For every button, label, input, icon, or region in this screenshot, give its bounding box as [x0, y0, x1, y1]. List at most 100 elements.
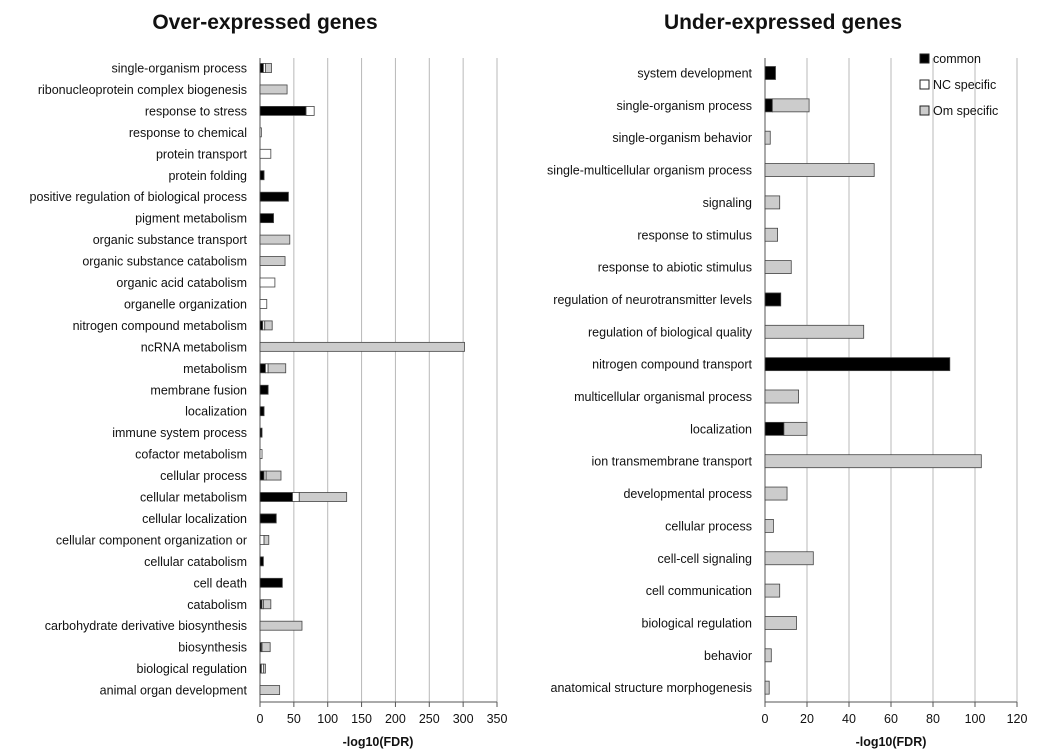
- under-category-label: anatomical structure morphogenesis: [551, 681, 753, 695]
- over-category-label: biological regulation: [137, 662, 248, 676]
- over-bar-om_specific-metabolism: [267, 363, 287, 374]
- under-bar-om_specific-biological-regulation: [764, 616, 797, 630]
- over-x-tick-label: 150: [351, 712, 372, 726]
- over-bar-nc_specific-response-to-chemical: [259, 127, 262, 138]
- over-bar-common-single-organism-process: [259, 63, 264, 73]
- under-category-label: response to abiotic stimulus: [598, 261, 752, 275]
- under-category-label: regulation of neurotransmitter levels: [553, 293, 752, 307]
- over-x-tick-label: 300: [453, 712, 474, 726]
- over-bar-common-protein-folding: [259, 170, 265, 181]
- under-category-label: single-organism process: [617, 99, 752, 113]
- over-bar-om_specific-organic-substance-transport: [259, 234, 291, 245]
- legend-swatch-nc_specific: [919, 79, 930, 90]
- over-bar-om_specific-biosynthesis: [261, 642, 271, 653]
- over-category-label: response to chemical: [129, 126, 247, 140]
- over-x-tick-label: 100: [317, 712, 338, 726]
- over-category-label: protein folding: [168, 169, 247, 183]
- under-category-label: nitrogen compound transport: [592, 358, 752, 372]
- over-bar-common-cellular-process: [259, 470, 265, 481]
- over-category-label: organic substance transport: [93, 233, 248, 247]
- under-bar-common-system-development: [764, 66, 776, 80]
- under-title: Under-expressed genes: [664, 11, 902, 34]
- under-bar-om_specific-cell-communication: [764, 583, 781, 598]
- legend-swatch-common: [919, 53, 930, 64]
- under-bar-common-single-organism-process: [764, 98, 773, 113]
- over-bar-common-cellular-metabolism: [259, 492, 293, 502]
- under-bar-om_specific-anatomical-structure-morphogenesis: [764, 680, 770, 695]
- over-category-label: nitrogen compound metabolism: [73, 319, 247, 333]
- under-category-label: system development: [637, 67, 752, 81]
- under-category-label: single-multicellular organism process: [547, 164, 752, 178]
- over-bar-common-membrane-fusion: [259, 384, 269, 395]
- under-category-label: signaling: [703, 196, 752, 210]
- over-bar-om_specific-ncrna-metabolism: [259, 341, 465, 352]
- under-bar-om_specific-ion-transmembrane-transport: [764, 454, 982, 469]
- under-category-label: cell-cell signaling: [658, 552, 753, 566]
- legend-label-nc_specific: NC specific: [933, 78, 996, 92]
- over-category-label: localization: [185, 405, 247, 419]
- over-bar-nc_specific-cellular-metabolism: [292, 492, 300, 502]
- over-category-label: cellular localization: [142, 512, 247, 526]
- under-bar-om_specific-response-to-abiotic-stimulus: [764, 260, 792, 275]
- under-bar-om_specific-signaling: [764, 195, 781, 210]
- under-bar-om_specific-single-multicellular-organism-process: [764, 163, 875, 177]
- over-bar-nc_specific-cofactor-metabolism: [259, 449, 263, 460]
- over-category-label: metabolism: [183, 362, 247, 376]
- over-bar-common-pigment-metabolism: [259, 213, 274, 224]
- under-bar-om_specific-localization: [783, 421, 808, 436]
- under-category-label: ion transmembrane transport: [592, 455, 753, 469]
- over-bar-om_specific-cellular-process: [265, 470, 282, 481]
- under-bar-common-localization: [764, 421, 785, 436]
- over-bar-nc_specific-response-to-stress: [305, 106, 315, 116]
- over-bar-common-response-to-stress: [259, 106, 307, 116]
- over-bar-common-metabolism: [259, 363, 266, 374]
- legend: common NC specific Om specific: [919, 52, 998, 118]
- over-category-label: animal organ development: [100, 684, 248, 698]
- under-bar-om_specific-developmental-process: [764, 486, 788, 501]
- over-x-tick-label: 250: [419, 712, 440, 726]
- under-x-tick-label: 60: [884, 712, 898, 726]
- over-bar-nc_specific-protein-transport: [259, 148, 272, 159]
- under-x-tick-label: 40: [842, 712, 856, 726]
- over-bar-om_specific-single-organism-process: [265, 63, 272, 73]
- under-bar-om_specific-response-to-stimulus: [764, 227, 779, 242]
- over-category-label: cofactor metabolism: [135, 448, 247, 462]
- over-bar-om_specific-cellular-component-organization-or: [263, 535, 270, 545]
- over-category-label: cellular catabolism: [144, 555, 247, 569]
- under-bar-om_specific-multicellular-organismal-process: [764, 389, 799, 404]
- over-bar-om_specific-animal-organ-development: [259, 685, 281, 695]
- over-bar-nc_specific-cellular-component-organization-or: [259, 535, 265, 545]
- under-bar-om_specific-single-organism-behavior: [764, 130, 771, 145]
- over-bar-common-positive-regulation-of-biological-process: [259, 191, 289, 202]
- under-bar-om_specific-single-organism-process: [771, 98, 810, 113]
- over-bar-om_specific-nitrogen-compound-metabolism: [264, 320, 273, 331]
- over-category-label: cell death: [193, 576, 247, 590]
- legend-label-common: common: [933, 52, 981, 66]
- under-category-label: regulation of biological quality: [588, 325, 753, 339]
- over-category-label: cellular component organization or: [56, 533, 247, 547]
- over-expressed-panel: Over-expressed genes 0 50 100 150 200 250 300 35…: [30, 11, 508, 749]
- under-category-label: biological regulation: [642, 616, 753, 630]
- over-category-label: carbohydrate derivative biosynthesis: [45, 619, 247, 633]
- over-bar-nc_specific-metabolism: [265, 363, 269, 374]
- over-category-label: single-organism process: [112, 62, 247, 76]
- over-category-label: cellular metabolism: [140, 491, 247, 505]
- legend-label-om_specific: Om specific: [933, 104, 998, 118]
- over-category-label: response to stress: [145, 104, 247, 118]
- under-x-tick-label: 100: [965, 712, 986, 726]
- under-category-label: developmental process: [623, 487, 752, 501]
- under-x-tick-label: 0: [762, 712, 769, 726]
- over-x-axis-label: -log10(FDR): [343, 735, 414, 749]
- over-x-tick-label: 50: [287, 712, 301, 726]
- over-category-label: immune system process: [112, 426, 247, 440]
- under-bar-om_specific-cell-cell-signaling: [764, 551, 814, 566]
- under-category-label: cell communication: [646, 584, 752, 598]
- over-x-tick-label: 0: [257, 712, 264, 726]
- over-bar-om_specific-organic-substance-catabolism: [259, 256, 286, 266]
- over-bar-common-cell-death: [259, 577, 283, 588]
- over-category-label: catabolism: [187, 598, 247, 612]
- under-category-label: single-organism behavior: [612, 131, 752, 145]
- over-title: Over-expressed genes: [152, 11, 377, 34]
